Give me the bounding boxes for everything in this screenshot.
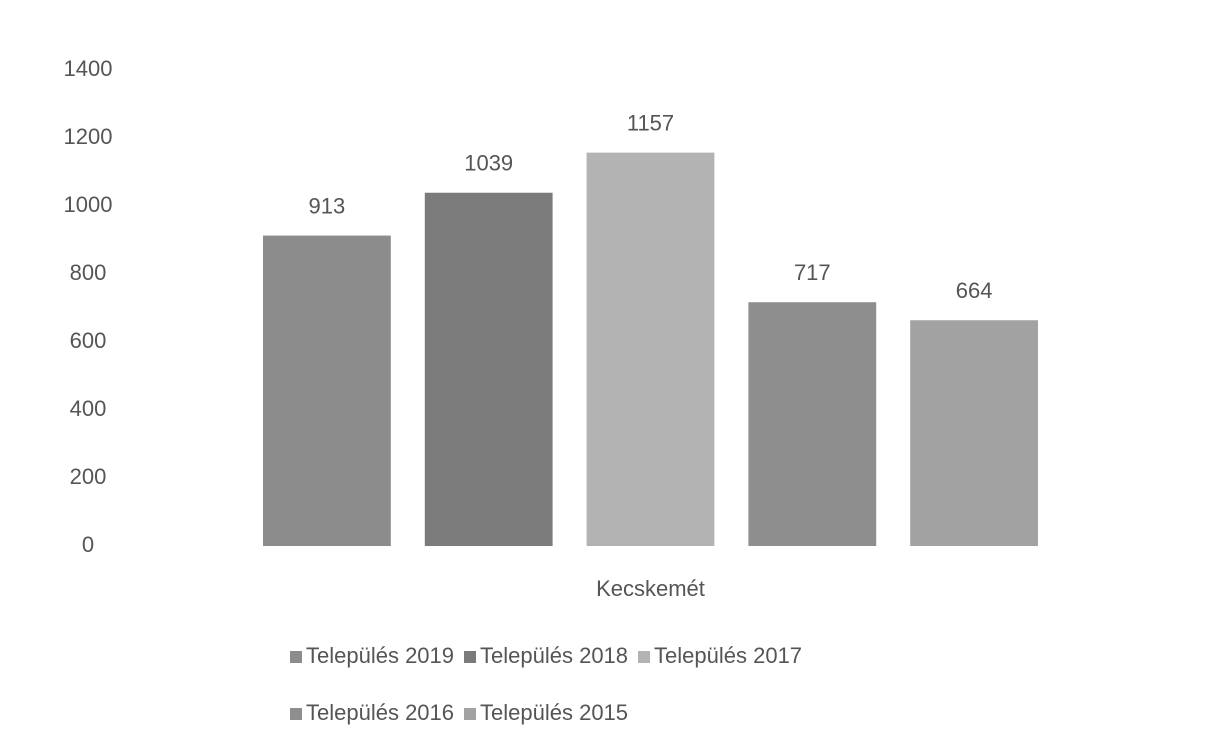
data-label: 717	[794, 260, 831, 285]
data-label: 664	[956, 278, 993, 303]
legend-label: Település 2019	[306, 643, 454, 668]
legend-swatch	[464, 651, 477, 663]
y-tick-label: 600	[70, 328, 107, 353]
bar	[910, 320, 1038, 546]
legend-swatch	[638, 651, 651, 663]
bar	[424, 192, 553, 547]
y-tick-label: 800	[70, 260, 107, 285]
legend-swatch	[290, 651, 302, 663]
y-tick-label: 400	[70, 396, 107, 421]
bar	[586, 152, 715, 546]
legend-swatch	[290, 708, 302, 720]
data-label: 1157	[627, 110, 674, 135]
y-tick-label: 1200	[64, 124, 113, 149]
y-tick-label: 0	[82, 532, 94, 557]
y-tick-label: 200	[70, 464, 107, 489]
legend-label: Település 2018	[480, 643, 628, 668]
y-tick-label: 1000	[64, 192, 113, 217]
legend-swatch	[464, 708, 477, 720]
legend-label: Település 2017	[654, 643, 802, 668]
data-label: 913	[309, 193, 346, 218]
data-label: 1039	[464, 151, 513, 176]
y-tick-label: 1400	[64, 56, 113, 81]
bar	[263, 235, 391, 546]
legend-label: Település 2015	[480, 700, 628, 725]
bar	[748, 302, 877, 546]
x-tick-label: Kecskemét	[596, 576, 705, 601]
legend-label: Település 2016	[306, 700, 454, 725]
